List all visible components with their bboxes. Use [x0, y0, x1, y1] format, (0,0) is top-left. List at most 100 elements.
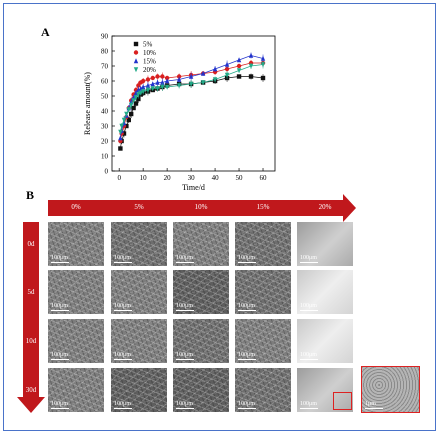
scale-bar: 100μm	[114, 255, 131, 261]
data-point	[145, 87, 151, 93]
data-point	[155, 74, 160, 79]
x-tick-label: 0	[117, 174, 121, 182]
sem-image: 100μm	[48, 270, 104, 314]
scale-bar: 100μm	[114, 303, 131, 309]
data-point	[176, 83, 182, 89]
sem-image: 100μm	[297, 222, 353, 266]
data-point	[212, 77, 218, 83]
legend-marker	[133, 41, 139, 47]
data-point	[188, 73, 194, 79]
data-point	[136, 92, 141, 98]
time-label: 10d	[25, 337, 37, 345]
scale-bar: 100μm	[238, 303, 255, 309]
sem-image: 100μm	[297, 270, 353, 314]
sem-image: 100μm	[111, 222, 167, 266]
data-point	[131, 98, 136, 104]
x-tick-label: 50	[236, 174, 244, 182]
sem-image: 100μm	[173, 222, 229, 266]
data-point	[124, 111, 129, 117]
scale-bar: 100μm	[238, 352, 255, 358]
data-point	[236, 74, 242, 79]
sem-image: 100μm	[111, 319, 167, 363]
sem-image: 100μm	[173, 270, 229, 314]
sem-image: 100μm	[111, 368, 167, 412]
data-point	[150, 86, 155, 92]
data-point	[140, 78, 146, 84]
legend-label: 20%	[143, 66, 156, 74]
sem-image: 100μm	[297, 368, 353, 412]
data-point	[260, 75, 266, 81]
data-point	[260, 62, 266, 68]
legend-marker	[133, 50, 139, 55]
x-tick-label: 20	[164, 174, 172, 182]
y-tick-label: 60	[101, 78, 109, 86]
data-point	[160, 79, 165, 85]
data-point	[160, 74, 165, 79]
data-point	[145, 82, 151, 88]
panel-label-b: B	[26, 188, 35, 202]
data-point	[145, 77, 151, 82]
data-point	[121, 117, 127, 123]
data-point	[133, 101, 139, 106]
time-label: 5d	[27, 288, 35, 296]
sem-image: 100μm	[173, 319, 229, 363]
data-point	[119, 123, 124, 129]
x-tick-label: 40	[212, 174, 220, 182]
data-point	[224, 66, 230, 72]
sem-image: 100μm	[297, 319, 353, 363]
sem-image: 100μm	[235, 222, 291, 266]
data-point	[126, 117, 131, 123]
data-point	[164, 78, 170, 84]
time-label: 0d	[27, 240, 35, 248]
y-tick-label: 30	[101, 123, 109, 131]
scale-bar: 100μm	[300, 401, 317, 407]
inset-region-marker	[333, 392, 352, 410]
data-point	[136, 96, 141, 102]
y-tick-label: 40	[101, 108, 109, 116]
figure-frame	[3, 3, 436, 431]
y-tick-label: 20	[101, 138, 109, 146]
zoom-inset-image: 1μm	[361, 366, 420, 413]
data-point	[248, 52, 254, 58]
scale-bar: 100μm	[176, 401, 193, 407]
data-point	[128, 102, 134, 108]
concentration-label: 5%	[134, 203, 144, 211]
data-point	[200, 70, 206, 76]
time-label: 30d	[25, 386, 37, 394]
data-point	[118, 129, 123, 135]
y-tick-label: 90	[101, 33, 109, 41]
legend-label: 10%	[143, 49, 156, 57]
scale-bar: 100μm	[238, 401, 255, 407]
data-point	[160, 84, 165, 90]
concentration-label: 10%	[194, 203, 208, 211]
data-point	[164, 84, 170, 90]
data-point	[133, 95, 139, 101]
scale-bar: 100μm	[51, 352, 68, 358]
legend-label: 5%	[143, 41, 153, 49]
plot-frame	[111, 35, 276, 172]
sem-image: 100μm	[48, 222, 104, 266]
data-point	[118, 135, 123, 141]
scale-bar: 100μm	[300, 303, 317, 309]
sem-image: 100μm	[235, 270, 291, 314]
concentration-label: 0%	[71, 203, 81, 211]
legend-marker	[133, 67, 139, 73]
legend-marker	[133, 58, 139, 64]
data-point	[140, 89, 146, 95]
scale-bar: 100μm	[114, 401, 131, 407]
release-chart: 0 10 20 30 40 50 60 0 10 20 30 40 50 60 70 80 90 5%10%15…	[83, 33, 276, 192]
data-point	[150, 81, 155, 87]
data-point	[150, 75, 155, 81]
chart-legend: 5%10%15%20%	[133, 41, 156, 74]
data-point	[224, 72, 230, 78]
y-tick-label: 10	[101, 153, 109, 161]
panel-label-a: A	[41, 25, 50, 39]
legend-label: 15%	[143, 58, 156, 66]
inset-scale-bar: 1μm	[365, 401, 383, 409]
data-point	[188, 81, 194, 87]
data-point	[126, 107, 131, 113]
data-point	[164, 75, 170, 81]
x-axis-label: Time/d	[182, 183, 205, 192]
y-tick-label: 50	[101, 93, 109, 101]
